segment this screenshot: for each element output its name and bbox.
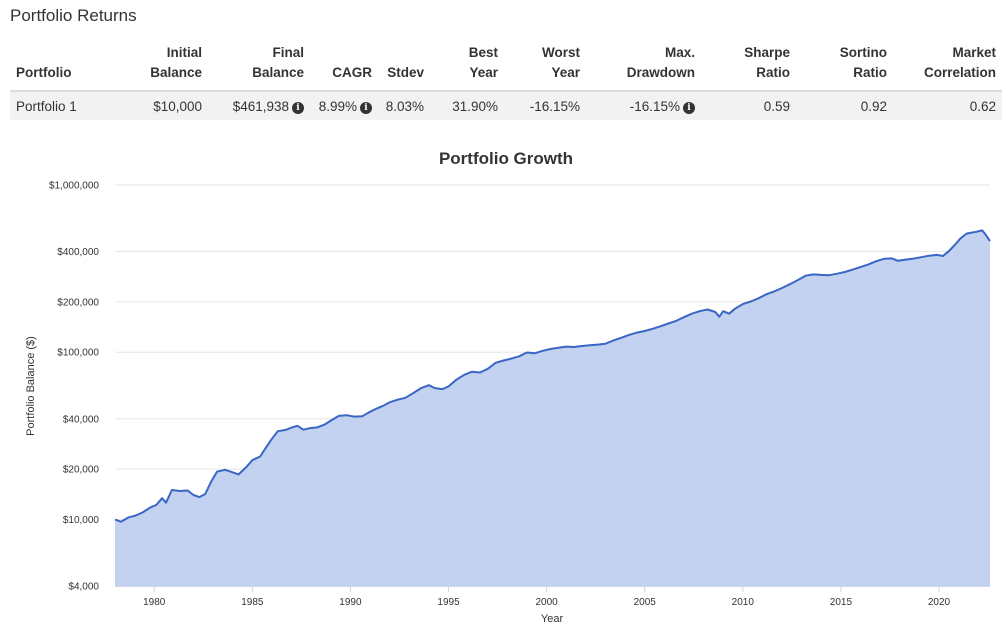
info-icon[interactable]: i — [292, 102, 304, 114]
cell-portfolio-name: Portfolio 1 — [10, 91, 120, 120]
x-tick-label: 1995 — [437, 597, 460, 608]
col-header-max-drawdown: Max. Drawdown — [626, 45, 695, 80]
cell-sharpe-ratio: 0.59 — [701, 91, 796, 120]
y-tick-label: $40,000 — [63, 414, 100, 425]
x-tick-label: 2015 — [830, 597, 853, 608]
col-header-initial-balance: Initial Balance — [150, 45, 202, 80]
table-row: Portfolio 1 $10,000 $461,938 i 8.99% i 8.0… — [10, 91, 1002, 120]
cell-worst-year: -16.15% — [504, 91, 586, 120]
col-header-stdev: Stdev — [387, 65, 424, 80]
col-header-worst-year: Worst Year — [541, 45, 580, 80]
cell-cagr: 8.99% i — [310, 91, 378, 120]
x-tick-label: 1990 — [339, 597, 362, 608]
y-tick-label: $100,000 — [57, 348, 99, 359]
col-header-portfolio: Portfolio — [16, 65, 72, 80]
cell-initial-balance: $10,000 — [120, 91, 208, 120]
x-tick-label: 2020 — [928, 597, 951, 608]
cell-max-drawdown: -16.15% i — [586, 91, 701, 120]
page-title: Portfolio Returns — [10, 6, 137, 25]
table-header-row: Portfolio Initial Balance Final Balance CA… — [10, 40, 1002, 91]
x-tick-label: 1985 — [241, 597, 264, 608]
series-area-portfolio-1 — [115, 230, 990, 586]
summary-table: Portfolio Initial Balance Final Balance CA… — [10, 40, 1002, 120]
info-icon[interactable]: i — [360, 102, 372, 114]
x-tick-label: 1980 — [143, 597, 166, 608]
y-axis-label: Portfolio Balance ($) — [25, 336, 37, 436]
cagr-value: 8.99% — [318, 99, 357, 114]
col-header-sortino: Sortino Ratio — [839, 45, 887, 80]
series-line-portfolio-1 — [114, 229, 991, 523]
cell-best-year: 31.90% — [430, 91, 504, 120]
final-balance-value: $461,938 — [232, 99, 289, 114]
cell-market-correlation: 0.62 — [893, 91, 1002, 120]
y-tick-label: $1,000,000 — [49, 181, 99, 192]
x-tick-label: 2005 — [634, 597, 657, 608]
col-header-best-year: Best Year — [468, 45, 498, 80]
cell-sortino-ratio: 0.92 — [796, 91, 893, 120]
cell-stdev: 8.03% — [378, 91, 430, 120]
x-tick-label: 2010 — [732, 597, 755, 608]
cell-final-balance: $461,938 i — [208, 91, 310, 120]
y-tick-label: $10,000 — [63, 515, 100, 526]
col-header-sharpe: Sharpe Ratio — [744, 45, 790, 80]
col-header-final-balance: Final Balance — [252, 45, 304, 80]
y-tick-label: $400,000 — [57, 247, 99, 258]
col-header-cagr: CAGR — [332, 65, 372, 80]
info-icon[interactable]: i — [683, 102, 695, 114]
y-tick-label: $4,000 — [68, 582, 99, 593]
y-tick-label: $20,000 — [63, 465, 100, 476]
x-tick-label: 2000 — [535, 597, 558, 608]
chart-title: Portfolio Growth — [439, 149, 573, 168]
col-header-market-correlation: Market Correlation — [923, 45, 996, 80]
y-tick-label: $200,000 — [57, 297, 99, 308]
max-drawdown-value: -16.15% — [629, 99, 680, 114]
x-axis-label: Year — [541, 613, 564, 625]
